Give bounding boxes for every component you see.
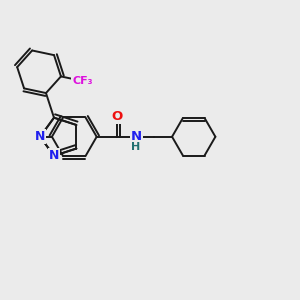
Text: CF₃: CF₃ xyxy=(72,76,93,86)
Text: N: N xyxy=(131,130,142,143)
Text: H: H xyxy=(130,142,140,152)
Text: N: N xyxy=(35,130,45,143)
Text: N: N xyxy=(49,149,59,162)
Text: O: O xyxy=(111,110,122,123)
